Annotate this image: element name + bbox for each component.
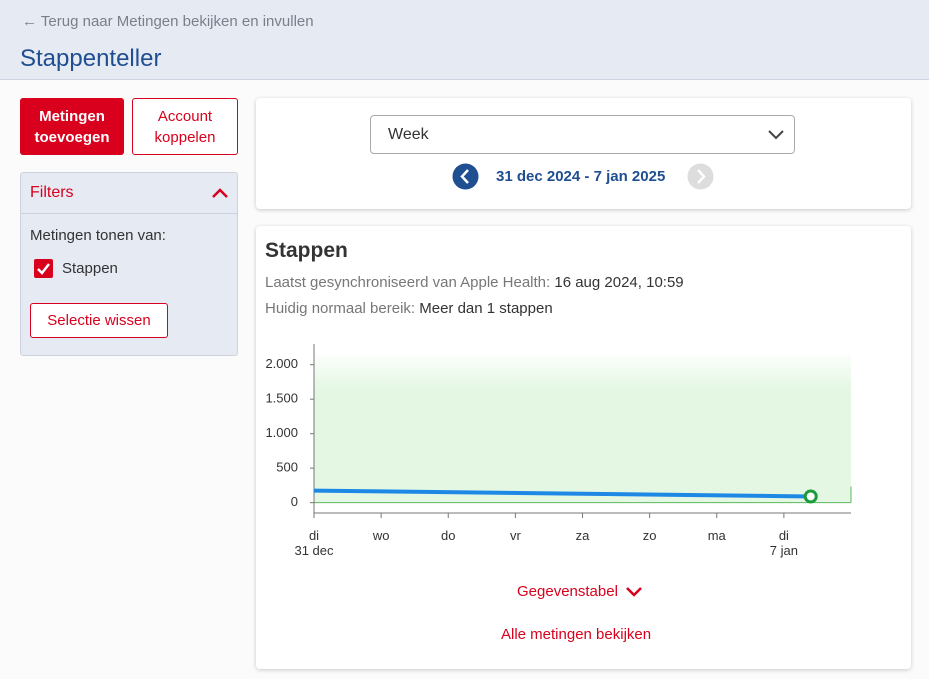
clear-button[interactable]: Selectie wissen: [30, 303, 168, 338]
checkbox-label[interactable]: Stappen: [62, 260, 118, 277]
link-button[interactable]: Account koppelen: [132, 98, 238, 155]
x-tick-label: vr: [510, 528, 522, 543]
chart: 0 500 1.000 1.500 2.000 di 31 dec wo do vr za zo ma d…: [265, 344, 852, 558]
header: [0, 0, 929, 80]
chevron-up: [212, 188, 228, 198]
sync-value: 16 aug 2024, 10:59: [554, 274, 684, 291]
y-tick-label: 1.500: [265, 391, 298, 406]
period-card: Week 31 dec 2024 - 7 jan 2025: [256, 98, 911, 209]
add-button[interactable]: Metingen toevoegen: [20, 98, 124, 155]
y-tick-label: 1.000: [265, 425, 298, 440]
range-label: Huidig normaal bereik:: [265, 300, 416, 317]
card-title: Stappen: [265, 239, 348, 262]
x-tick-label: za: [576, 528, 591, 543]
period-range: 31 dec 2024 - 7 jan 2025: [496, 168, 666, 185]
filters-label: Metingen tonen van:: [30, 227, 166, 244]
sync-info: Laatst gesynchroniseerd van Apple Health…: [265, 274, 684, 291]
data-line: [313, 488, 811, 499]
x-tick-label: wo: [372, 528, 390, 543]
filters-panel: Filters Metingen tonen van: Stappen Sele…: [20, 172, 238, 356]
y-tick-label: 2.000: [265, 356, 298, 371]
all-link[interactable]: Alle metingen bekijken: [501, 626, 652, 643]
x-tick-label: di 31 dec: [294, 528, 334, 558]
x-tick-label: zo: [643, 528, 657, 543]
filters-title: Filters: [30, 184, 74, 201]
table-toggle[interactable]: Gegevenstabel: [517, 583, 642, 600]
sync-label: Laatst gesynchroniseerd van Apple Health…: [265, 274, 551, 291]
filters-header[interactable]: Filters: [21, 173, 237, 214]
select-value: Week: [388, 125, 429, 143]
range-value: Meer dan 1 stappen: [419, 300, 553, 317]
y-tick-label: 0: [291, 494, 298, 509]
x-tick-label: do: [441, 528, 455, 543]
x-tick-label: di 7 jan: [770, 528, 798, 558]
back-link[interactable]: ← Terug naar Metingen bekijken en invull…: [22, 13, 314, 30]
table-toggle-text[interactable]: Gegevenstabel: [517, 583, 618, 600]
data-point: [803, 489, 818, 504]
x-tick-label: ma: [708, 528, 727, 543]
chart-card: Stappen Laatst gesynchroniseerd van Appl…: [256, 226, 911, 669]
period-select[interactable]: Week: [370, 115, 795, 154]
prev-button[interactable]: [452, 163, 479, 190]
range-fade: [314, 354, 851, 503]
checkbox[interactable]: [34, 259, 53, 278]
range-info: Huidig normaal bereik: Meer dan 1 stappe…: [265, 300, 553, 317]
page-title: Stappenteller: [20, 45, 162, 72]
back-link-text[interactable]: Terug naar Metingen bekijken en invullen: [40, 13, 314, 30]
next-button[interactable]: [687, 163, 714, 190]
y-tick-label: 500: [276, 460, 298, 475]
